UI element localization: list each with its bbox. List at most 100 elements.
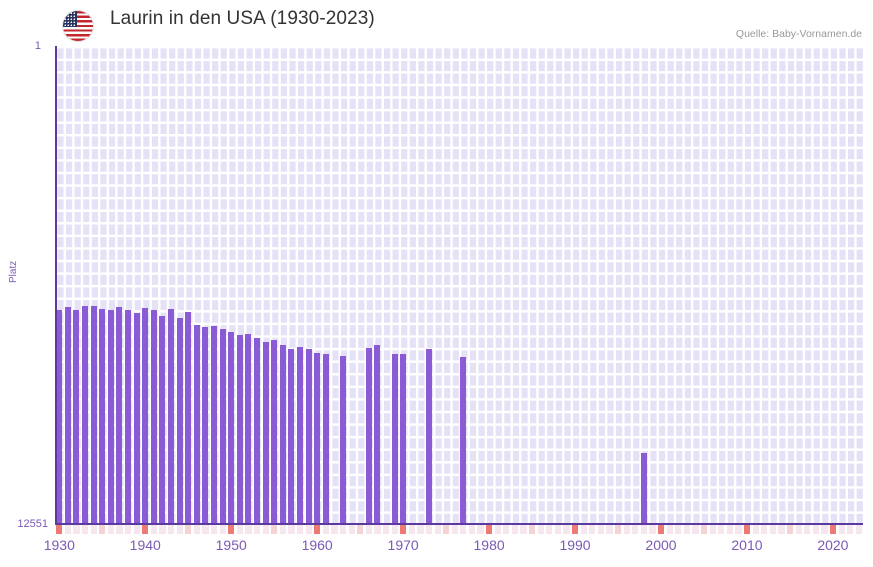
bar[interactable] — [339, 356, 346, 524]
bar[interactable] — [73, 310, 80, 524]
x-axis-tick-mark — [219, 525, 226, 534]
bar[interactable] — [391, 354, 398, 524]
x-axis-tick-mark — [82, 525, 89, 534]
x-axis-tick-mark — [374, 525, 381, 534]
bar[interactable] — [296, 347, 303, 524]
x-axis-tick-mark — [279, 525, 286, 534]
bar[interactable] — [64, 307, 71, 524]
bar[interactable] — [193, 325, 200, 524]
bar[interactable] — [425, 349, 432, 524]
bar[interactable] — [271, 340, 278, 524]
x-axis-tick-label: 1930 — [43, 537, 75, 553]
x-axis-tick-mark — [56, 525, 63, 534]
x-axis-tick-mark — [142, 525, 149, 534]
x-axis-tick-mark — [718, 525, 725, 534]
source-attribution: Quelle: Baby-Vornamen.de — [735, 28, 862, 40]
bar[interactable] — [245, 334, 252, 524]
bar[interactable] — [159, 316, 166, 524]
bar[interactable] — [107, 310, 114, 524]
bar[interactable] — [176, 318, 183, 524]
x-axis-tick-mark — [838, 525, 845, 534]
x-axis-tick-mark — [726, 525, 733, 534]
bar[interactable] — [305, 349, 312, 524]
bar[interactable] — [168, 309, 175, 524]
bar[interactable] — [400, 354, 407, 524]
bar[interactable] — [279, 345, 286, 524]
x-axis-tick-mark — [331, 525, 338, 534]
page-title: Laurin in den USA (1930-2023) — [110, 8, 375, 29]
y-tick-label-bottom: 12551 — [17, 518, 48, 530]
x-axis-tick-mark — [322, 525, 329, 534]
x-axis-tick-label: 1940 — [129, 537, 161, 553]
bar[interactable] — [288, 349, 295, 524]
x-axis-tick-mark — [829, 525, 837, 534]
x-axis-tick-mark — [520, 525, 527, 534]
bar[interactable] — [82, 306, 89, 524]
x-axis-tick-mark — [761, 525, 768, 534]
x-axis-line — [55, 523, 863, 525]
bar[interactable] — [460, 357, 467, 524]
bar[interactable] — [219, 329, 226, 524]
x-axis-tick-mark — [107, 525, 115, 534]
x-axis-tick-mark — [116, 525, 123, 534]
bar[interactable] — [185, 312, 192, 524]
x-axis-tick-mark — [193, 525, 201, 534]
x-axis-tick-mark — [735, 525, 742, 534]
x-axis-tick-mark — [434, 525, 441, 534]
bar[interactable] — [314, 353, 321, 524]
x-axis-tick-mark — [563, 525, 570, 534]
x-axis-tick-label: 1960 — [301, 537, 333, 553]
bar[interactable] — [262, 342, 269, 524]
bar[interactable] — [374, 345, 381, 524]
us-flag-icon — [63, 11, 93, 41]
x-axis-tick-mark — [486, 525, 493, 534]
x-axis-tick-mark — [804, 525, 811, 534]
x-axis-tick-label: 2020 — [817, 537, 849, 553]
x-axis-tick-mark — [73, 525, 80, 534]
x-axis-tick-mark — [812, 525, 819, 534]
x-axis-tick-mark — [150, 525, 158, 534]
x-axis-tick-mark — [357, 525, 364, 534]
x-axis-tick-mark — [700, 525, 708, 534]
bar[interactable] — [640, 453, 647, 524]
bar[interactable] — [116, 307, 123, 524]
x-axis-tick-mark — [572, 525, 579, 534]
bar[interactable] — [365, 348, 372, 524]
bar[interactable] — [202, 327, 209, 524]
x-axis-tick-mark — [554, 525, 562, 534]
x-axis-tick-label: 1980 — [473, 537, 505, 553]
x-axis-tick-mark — [494, 525, 501, 534]
bar[interactable] — [133, 313, 140, 524]
x-axis-tick-mark — [417, 525, 424, 534]
bar[interactable] — [150, 310, 157, 524]
x-axis-tick-mark — [778, 525, 785, 534]
x-axis-tick-label: 2000 — [645, 537, 677, 553]
x-axis-tick-mark — [254, 525, 261, 534]
y-axis-title: Platz — [8, 260, 19, 283]
x-axis-tick-mark — [632, 525, 639, 534]
bar[interactable] — [99, 309, 106, 524]
x-axis-tick-mark — [90, 525, 97, 534]
x-axis-tick-mark — [408, 525, 415, 534]
x-axis-tick-label: 1970 — [387, 537, 419, 553]
x-axis-tick-mark — [468, 525, 476, 534]
x-axis-tick-mark — [365, 525, 372, 534]
x-axis-tick-label: 2010 — [731, 537, 763, 553]
bar[interactable] — [211, 326, 218, 524]
x-axis-tick-mark — [443, 525, 450, 534]
bar[interactable] — [322, 354, 329, 524]
x-axis-tick-mark — [658, 525, 665, 534]
x-axis-tick-mark — [546, 525, 553, 534]
bar[interactable] — [125, 310, 132, 524]
bar[interactable] — [236, 335, 243, 524]
bar[interactable] — [228, 332, 235, 524]
x-axis-tick-mark — [537, 525, 544, 534]
bar[interactable] — [253, 338, 260, 524]
x-axis-tick-mark — [133, 525, 140, 534]
bar[interactable] — [90, 306, 97, 524]
bar[interactable] — [142, 308, 149, 524]
chart-header: Laurin in den USA (1930-2023) Quelle: Ba… — [0, 0, 873, 46]
x-axis-tick-mark — [597, 525, 605, 534]
x-axis-tick-mark — [99, 525, 106, 534]
bar[interactable] — [56, 310, 63, 524]
